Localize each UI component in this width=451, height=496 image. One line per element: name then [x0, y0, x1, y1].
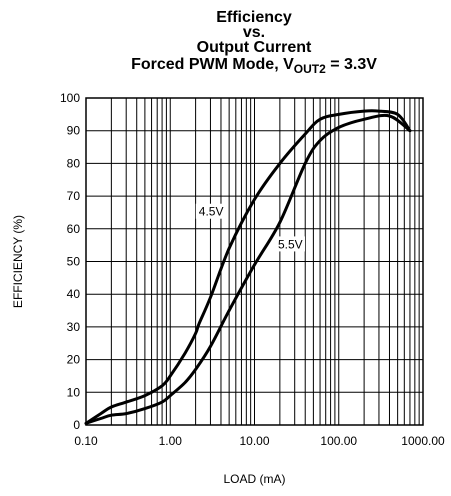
x-tick-label: 100.00 — [320, 434, 357, 448]
series-label-2: 5.5V — [278, 237, 303, 251]
y-tick-label: 30 — [67, 320, 81, 334]
subtitle-subscript: OUT2 — [294, 62, 326, 76]
x-tick-label: 10.00 — [239, 434, 269, 448]
series-label-bg — [274, 236, 305, 252]
y-tick-label: 50 — [67, 255, 81, 269]
chart-subtitle: Forced PWM Mode, VOUT2 = 3.3V — [131, 56, 377, 76]
series-label-1: 4.5V — [199, 205, 224, 219]
chart-grid — [85, 97, 424, 426]
chart-title-line: vs. — [243, 24, 265, 41]
y-tick-label: 40 — [67, 287, 81, 301]
subtitle-suffix: = 3.3V — [326, 56, 377, 73]
y-tick-label: 70 — [67, 189, 81, 203]
subtitle-prefix: Forced PWM Mode, V — [131, 56, 294, 73]
y-tick-label: 10 — [67, 385, 81, 399]
y-tick-label: 0 — [73, 418, 80, 432]
y-tick-label: 20 — [67, 353, 81, 367]
plot-frame — [85, 97, 424, 426]
x-tick-label: 1.00 — [159, 434, 183, 448]
chart-title-line: Efficiency — [216, 9, 292, 26]
y-axis-label: EFFICIENCY (%) — [11, 215, 25, 308]
x-tick-label: 0.10 — [74, 434, 98, 448]
x-tick-labels: 0.10 1.00 10.00 100.00 1000.00 — [74, 434, 445, 448]
x-axis-label: LOAD (mA) — [223, 472, 285, 486]
chart-title-line: Output Current — [197, 39, 312, 56]
series-line-2 — [84, 113, 412, 425]
y-tick-label: 100 — [60, 91, 80, 105]
x-tick-label: 1000.00 — [401, 434, 445, 448]
y-tick-label: 90 — [67, 124, 81, 138]
y-tick-label: 80 — [67, 156, 81, 170]
y-tick-labels: 0 10 20 30 40 50 60 70 80 90 100 — [60, 91, 80, 432]
y-tick-label: 60 — [67, 222, 81, 236]
series-lines — [84, 109, 412, 425]
series-line-1 — [84, 109, 412, 425]
series-labels: 4.5V 5.5V — [195, 203, 305, 252]
series-label-bg — [195, 203, 226, 219]
